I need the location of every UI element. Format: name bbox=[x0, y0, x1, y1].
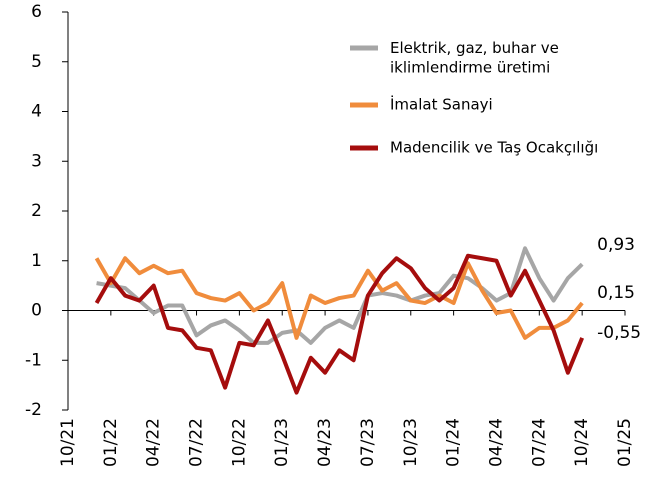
y-tick-label: -1 bbox=[25, 350, 42, 370]
y-tick-label: -2 bbox=[25, 400, 42, 420]
y-tick-label: 3 bbox=[31, 151, 42, 171]
x-tick-label: 10/23 bbox=[401, 418, 421, 467]
data-label: 0,93 bbox=[597, 235, 635, 255]
x-tick-label: 04/23 bbox=[315, 418, 335, 467]
x-tick-label: 10/24 bbox=[572, 418, 592, 467]
x-tick-label: 07/23 bbox=[358, 418, 378, 467]
legend-label: Madencilik ve Taş Ocakçılığı bbox=[390, 139, 598, 157]
x-tick-label: 01/25 bbox=[615, 418, 635, 467]
data-label: -0,55 bbox=[597, 323, 641, 343]
x-tick-label: 07/22 bbox=[187, 418, 207, 467]
y-tick-label: 2 bbox=[31, 201, 42, 221]
x-tick-label: 10/21 bbox=[58, 418, 78, 467]
x-tick-label: 01/22 bbox=[101, 418, 121, 467]
x-tick-label: 10/22 bbox=[229, 418, 249, 467]
y-tick-label: 6 bbox=[31, 2, 42, 22]
x-tick-label: 01/24 bbox=[444, 418, 464, 467]
y-tick-label: 5 bbox=[31, 52, 42, 72]
data-label: 0,15 bbox=[597, 283, 635, 303]
legend-label: Elektrik, gaz, buhar ve iklimlendirme üre… bbox=[390, 39, 559, 77]
y-tick-label: 4 bbox=[31, 102, 42, 122]
y-tick-label: 1 bbox=[31, 251, 42, 271]
legend-label: İmalat Sanayi bbox=[390, 95, 493, 114]
x-tick-label: 04/24 bbox=[486, 418, 506, 467]
line-series bbox=[96, 246, 584, 345]
line-series bbox=[94, 256, 584, 340]
x-tick-label: 07/24 bbox=[529, 418, 549, 467]
x-tick-label: 01/23 bbox=[272, 418, 292, 467]
y-tick-label: 0 bbox=[31, 301, 42, 321]
line-series bbox=[94, 253, 585, 395]
x-tick-label: 04/22 bbox=[144, 418, 164, 467]
